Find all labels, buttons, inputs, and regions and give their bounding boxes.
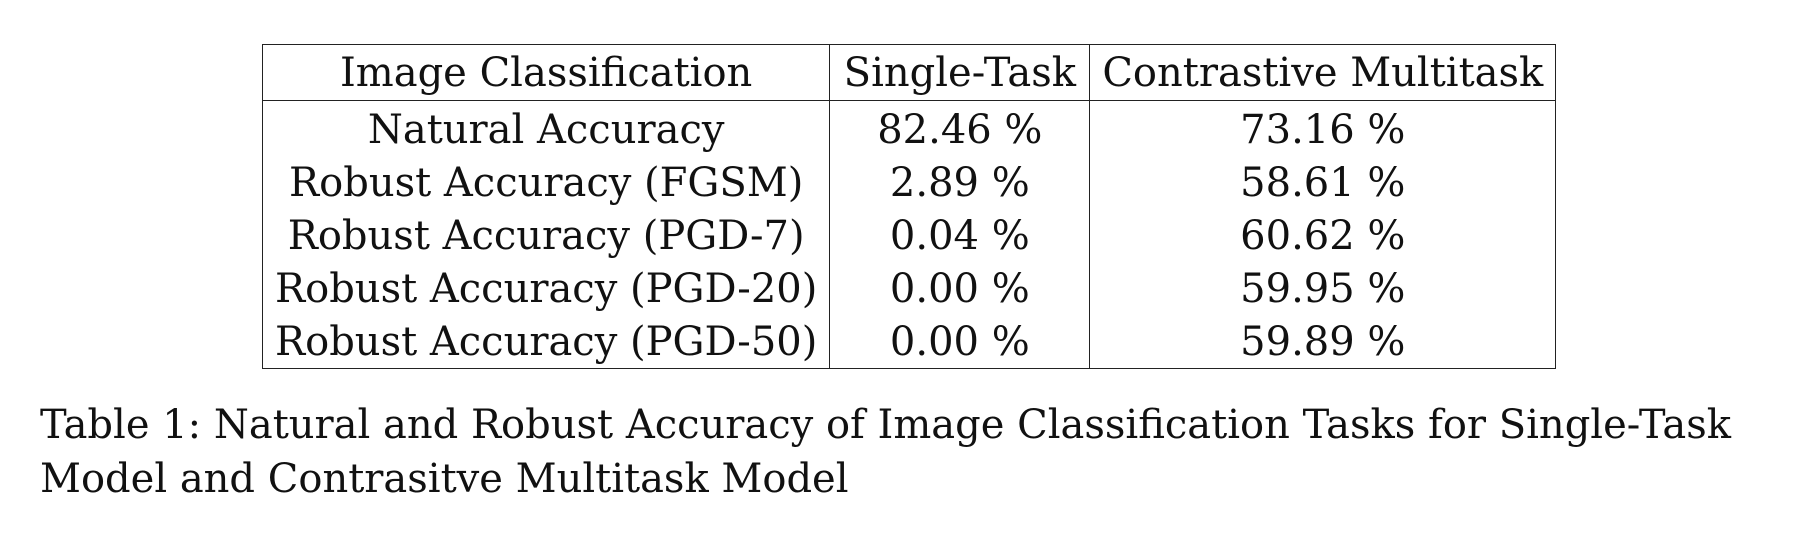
table-body: Natural Accuracy 82.46 % 73.16 % Robust …	[263, 100, 1556, 369]
single-task-cell: 82.46 %	[829, 100, 1090, 156]
table-header: Image Classification Single-Task Contras…	[262, 44, 1556, 101]
table-row: Robust Accuracy (FGSM) 2.89 % 58.61 %	[263, 156, 1556, 209]
metric-cell: Robust Accuracy (PGD-50)	[275, 318, 818, 365]
table-row: Robust Accuracy (PGD-20) 0.00 % 59.95 %	[263, 262, 1556, 315]
contrastive-multitask-cell: 59.95 %	[1089, 262, 1556, 315]
single-task-cell: 0.00 %	[829, 262, 1090, 315]
contrastive-multitask-cell: 59.89 %	[1089, 315, 1556, 369]
single-task-cell: 0.04 %	[829, 209, 1090, 262]
header-row: Image Classification Single-Task Contras…	[262, 44, 1556, 101]
table-row: Natural Accuracy 82.46 % 73.16 %	[263, 100, 1556, 156]
table-caption: Table 1: Natural and Robust Accuracy of …	[40, 402, 1732, 502]
contrastive-multitask-cell: 73.16 %	[1089, 100, 1556, 156]
contrastive-multitask-cell: 58.61 %	[1089, 156, 1556, 209]
metric-cell: Natural Accuracy	[367, 106, 725, 153]
table-row: Robust Accuracy (PGD-7) 0.04 % 60.62 %	[263, 209, 1556, 262]
results-table: Image Classification Single-Task Contras…	[262, 44, 1557, 369]
single-task-cell: 2.89 %	[829, 156, 1090, 209]
metric-cell: Robust Accuracy (FGSM)	[289, 159, 804, 206]
header-contrastive-multitask: Contrastive Multitask	[1089, 44, 1556, 101]
header-image-classification: Image Classification	[262, 44, 830, 101]
single-task-cell: 0.00 %	[829, 315, 1090, 369]
table-row: Robust Accuracy (PGD-50) 0.00 % 59.89 %	[263, 315, 1556, 369]
metric-cell: Robust Accuracy (PGD-20)	[275, 265, 818, 312]
header-single-task: Single-Task	[829, 44, 1090, 101]
contrastive-multitask-cell: 60.62 %	[1089, 209, 1556, 262]
metric-cell: Robust Accuracy (PGD-7)	[287, 212, 805, 259]
